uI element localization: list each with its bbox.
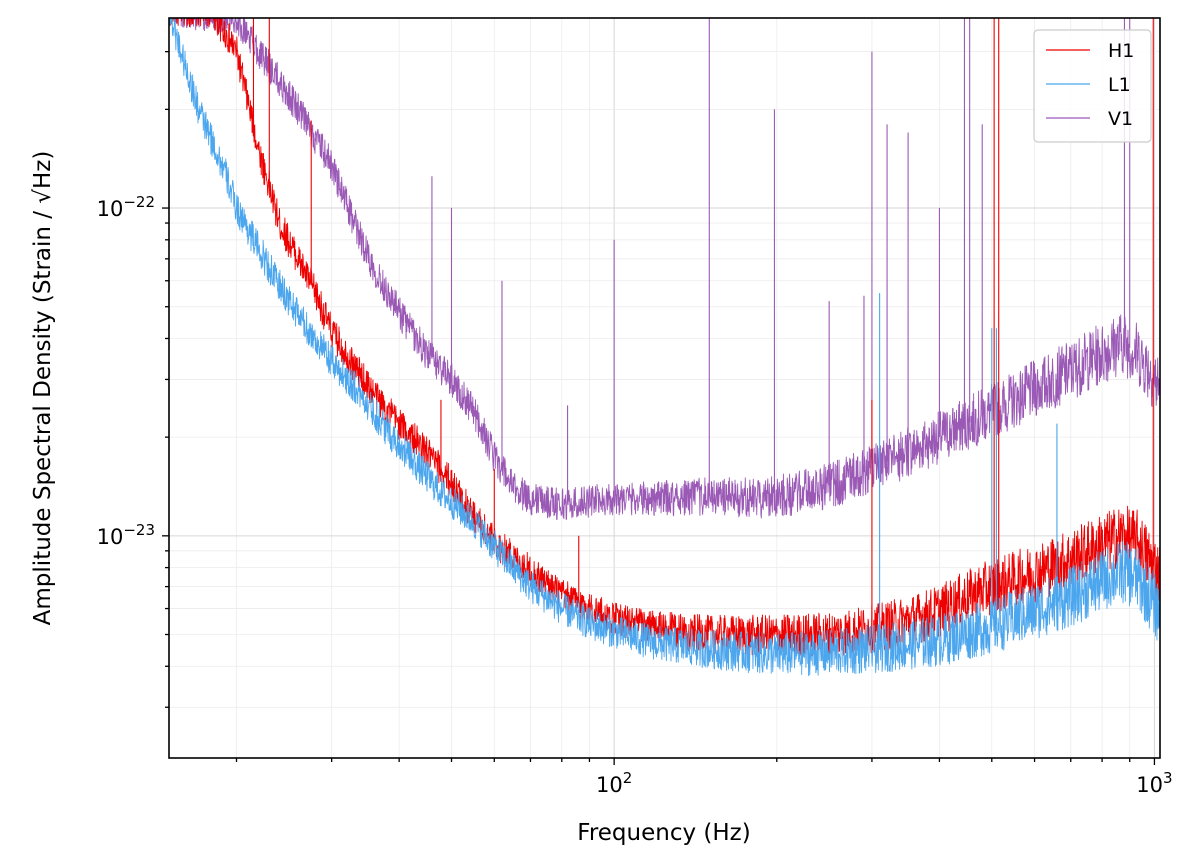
legend: H1 L1 V1: [1033, 29, 1152, 143]
series-line-v1: [170, 18, 1160, 520]
legend-label-l1: L1: [1108, 74, 1131, 96]
legend-label-v1: V1: [1108, 108, 1133, 130]
series-layer: [169, 18, 1160, 676]
y-tick-label: 10−23: [97, 521, 155, 549]
plot-frame: [168, 17, 1161, 759]
x-tick-label: 103: [1136, 769, 1172, 797]
x-tick-label: 102: [596, 769, 632, 797]
y-tick-label: 10−22: [97, 193, 155, 221]
legend-box: [1033, 29, 1152, 143]
legend-label-h1: H1: [1108, 40, 1134, 62]
y-axis-title: Amplitude Spectral Density (Strain / √Hz…: [30, 151, 56, 626]
series-line-l1: [169, 18, 1160, 676]
series-line-h1: [169, 18, 1160, 658]
axis-ticks: 102 103 10−23 10−22: [97, 51, 1173, 797]
x-axis-title: Frequency (Hz): [577, 820, 750, 846]
